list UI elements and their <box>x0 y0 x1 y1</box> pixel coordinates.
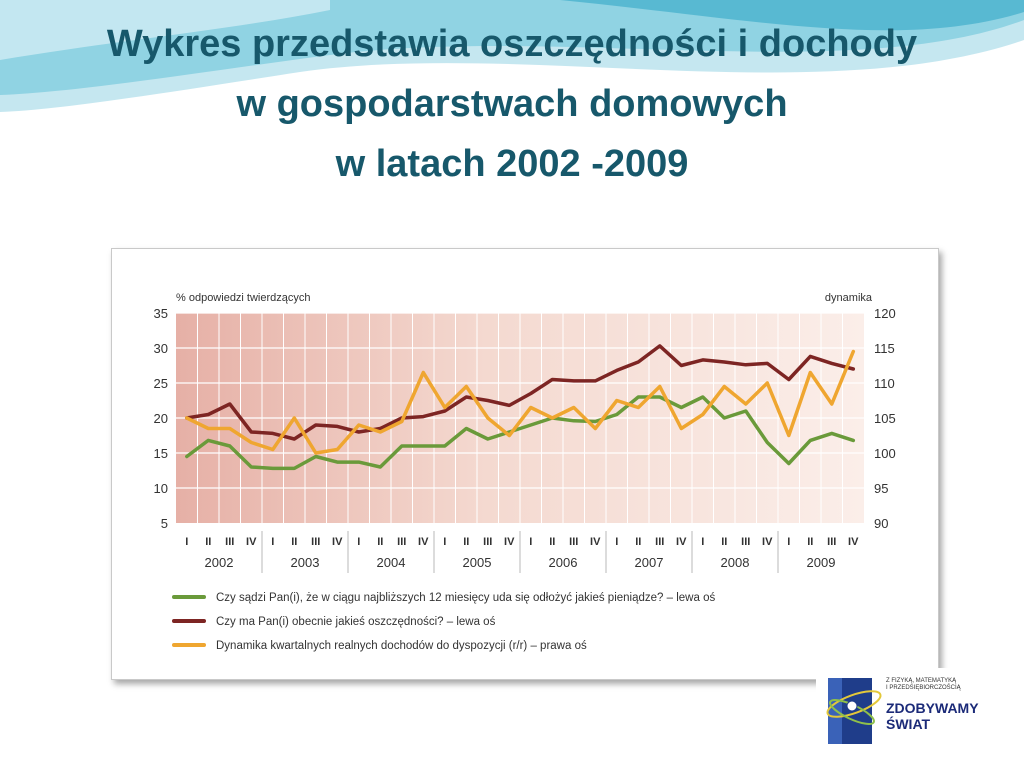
logo-tagline: Z FIZYKĄ, MATEMATYKĄ I PRZEDSIĘBIORCZOŚC… <box>886 678 961 691</box>
right-tick-label: 120 <box>874 306 896 321</box>
quarter-label: I <box>443 536 446 548</box>
left-tick-label: 30 <box>154 341 168 356</box>
quarter-label: III <box>569 536 578 548</box>
quarter-label: IV <box>848 536 859 548</box>
quarter-label: IV <box>676 536 687 548</box>
year-label: 2003 <box>291 555 320 570</box>
quarter-label: IV <box>332 536 343 548</box>
year-label: 2008 <box>721 555 750 570</box>
logo-brand: ZDOBYWAMY ŚWIAT <box>886 700 979 732</box>
header-wave-decoration <box>0 0 1024 112</box>
year-label: 2009 <box>807 555 836 570</box>
quarter-label: I <box>529 536 532 548</box>
quarter-label: II <box>635 536 641 548</box>
quarter-label: I <box>615 536 618 548</box>
quarter-label: III <box>827 536 836 548</box>
left-tick-label: 35 <box>154 306 168 321</box>
quarter-label: III <box>311 536 320 548</box>
year-label: 2004 <box>377 555 406 570</box>
right-tick-label: 95 <box>874 481 888 496</box>
logo-emblem-icon <box>826 678 882 744</box>
legend-label: Czy sądzi Pan(i), że w ciągu najbliższyc… <box>216 592 715 604</box>
quarter-label: IV <box>762 536 773 548</box>
series-line-2 <box>185 344 856 441</box>
quarter-label: II <box>807 536 813 548</box>
quarter-label: III <box>225 536 234 548</box>
left-tick-label: 5 <box>161 516 168 531</box>
quarter-label: I <box>271 536 274 548</box>
right-axis-label: dynamika <box>825 292 873 304</box>
quarter-label: II <box>549 536 555 548</box>
quarter-label: IV <box>418 536 429 548</box>
chart-frame: 5 10 15 20 25 30 35 90 95 100 105 110 115 120 % odpo… <box>111 248 939 680</box>
title-line-3: w latach 2002 -2009 <box>335 143 689 185</box>
series-line-1 <box>185 395 856 471</box>
left-tick-label: 10 <box>154 481 168 496</box>
year-label: 2005 <box>463 555 492 570</box>
right-tick-label: 90 <box>874 516 888 531</box>
quarter-label: II <box>377 536 383 548</box>
quarter-label: I <box>185 536 188 548</box>
quarter-label: II <box>463 536 469 548</box>
left-tick-label: 20 <box>154 411 168 426</box>
quarter-label: I <box>701 536 704 548</box>
left-tick-label: 15 <box>154 446 168 461</box>
line-chart: 5 10 15 20 25 30 35 90 95 100 105 110 115 120 % odpo… <box>154 292 896 652</box>
logo: Z FIZYKĄ, MATEMATYKĄ I PRZEDSIĘBIORCZOŚC… <box>816 668 988 752</box>
right-axis-ticks: 90 95 100 105 110 115 120 <box>874 306 896 531</box>
title-line-2: w gospodarstwach domowych <box>236 83 788 125</box>
right-tick-label: 110 <box>874 376 895 391</box>
legend-label: Dynamika kwartalnych realnych dochodów d… <box>216 640 587 652</box>
x-axis: I II III IV I II III IV I II III IV I II III IV I II III IV… <box>185 531 859 573</box>
quarter-label: III <box>483 536 492 548</box>
right-tick-label: 100 <box>874 446 896 461</box>
series-line-3 <box>185 349 856 455</box>
quarter-label: III <box>741 536 750 548</box>
quarter-label: III <box>655 536 664 548</box>
series-lines <box>185 344 856 471</box>
right-tick-label: 105 <box>874 411 896 426</box>
page-title: Wykres przedstawia oszczędności i dochod… <box>0 14 1024 194</box>
left-axis-label: % odpowiedzi twierdzących <box>176 292 311 304</box>
quarter-label: I <box>787 536 790 548</box>
right-tick-label: 115 <box>874 341 895 356</box>
quarter-label: II <box>721 536 727 548</box>
quarter-label: IV <box>246 536 257 548</box>
quarter-label: I <box>357 536 360 548</box>
legend: Czy sądzi Pan(i), że w ciągu najbliższyc… <box>172 592 715 652</box>
quarter-label: IV <box>590 536 601 548</box>
legend-label: Czy ma Pan(i) obecnie jakieś oszczędnośc… <box>216 616 496 628</box>
quarter-label: III <box>397 536 406 548</box>
year-label: 2007 <box>635 555 664 570</box>
year-label: 2006 <box>549 555 578 570</box>
left-tick-label: 25 <box>154 376 168 391</box>
quarter-label: II <box>205 536 211 548</box>
quarter-label: II <box>291 536 297 548</box>
left-axis-ticks: 5 10 15 20 25 30 35 <box>154 306 168 531</box>
quarter-label: IV <box>504 536 515 548</box>
year-label: 2002 <box>205 555 234 570</box>
title-line-1: Wykres przedstawia oszczędności i dochod… <box>106 23 918 65</box>
